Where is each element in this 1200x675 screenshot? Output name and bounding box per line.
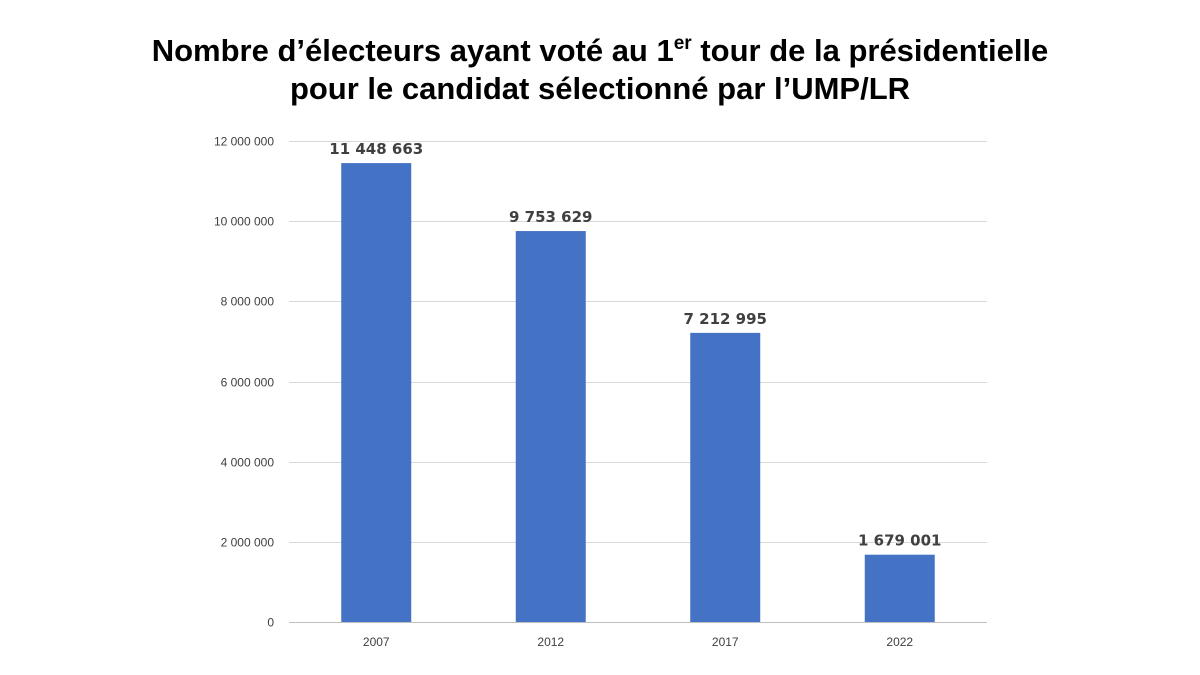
chart-title: Nombre d’électeurs ayant voté au 1er tou… (0, 32, 1200, 108)
bars (341, 163, 935, 622)
chart-title-line-2: pour le candidat sélectionné par l’UMP/L… (289, 71, 911, 106)
bar (341, 163, 412, 622)
y-tick-label: 6 000 000 (221, 376, 275, 390)
data-label: 7 212 995 (683, 310, 767, 328)
title-line1-start: Nombre d’électeurs ayant voté au 1 (151, 33, 674, 68)
chart-title-line-1: Nombre d’électeurs ayant voté au 1er tou… (0, 32, 1200, 70)
x-tick-label: 2012 (537, 635, 564, 649)
data-label: 9 753 629 (509, 208, 593, 226)
y-tick-label: 8 000 000 (221, 295, 275, 309)
data-label: 1 679 001 (858, 532, 942, 550)
x-axis-labels: 2007 2012 2017 2022 (363, 635, 914, 649)
y-tick-label: 0 (267, 616, 274, 630)
bar (864, 554, 935, 622)
data-label: 11 448 663 (329, 140, 423, 158)
bar (515, 231, 586, 622)
y-tick-label: 12 000 000 (214, 135, 274, 149)
x-tick-label: 2007 (363, 635, 390, 649)
y-tick-label: 2 000 000 (221, 536, 275, 550)
data-labels: 11 448 663 9 753 629 7 212 995 1 679 001 (329, 140, 941, 550)
y-axis-labels: 0 2 000 000 4 000 000 6 000 000 8 000 000 10 … (214, 135, 274, 630)
y-tick-label: 4 000 000 (221, 456, 275, 470)
x-tick-label: 2017 (712, 635, 739, 649)
bar (690, 332, 761, 622)
y-tick-label: 10 000 000 (214, 215, 274, 229)
title-line1-end: tour de la présidentielle (691, 33, 1049, 68)
title-superscript: er (673, 33, 692, 54)
x-tick-label: 2022 (886, 635, 913, 649)
